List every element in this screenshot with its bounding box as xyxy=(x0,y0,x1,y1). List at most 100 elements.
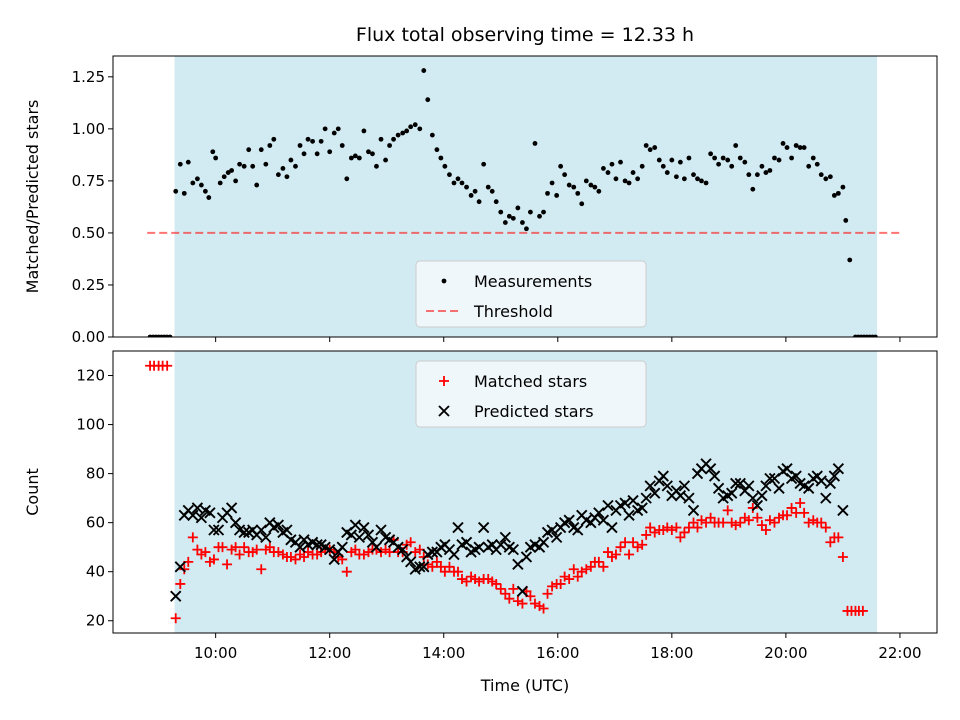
measurement-point xyxy=(695,176,700,182)
y-tick-label: 0.75 xyxy=(72,172,105,190)
predicted-point xyxy=(520,551,533,563)
measurement-point xyxy=(250,163,256,169)
measurement-point xyxy=(605,170,611,175)
measurement-point xyxy=(763,170,769,175)
predicted-point xyxy=(546,524,558,536)
predicted-point xyxy=(328,553,340,566)
measurement-point xyxy=(797,145,803,150)
predicted-point xyxy=(704,463,717,475)
measurement-point xyxy=(438,155,444,161)
predicted-point xyxy=(623,509,635,521)
predicted-point xyxy=(272,519,285,531)
predicted-point xyxy=(229,516,242,529)
predicted-point xyxy=(687,504,700,517)
predicted-point xyxy=(726,487,738,499)
measurement-point xyxy=(729,163,735,169)
measurement-point xyxy=(417,126,423,132)
measurement-point xyxy=(297,143,303,148)
measurement-point xyxy=(575,190,581,196)
predicted-point xyxy=(657,470,669,482)
measurement-point xyxy=(571,184,577,190)
predicted-point xyxy=(661,480,673,492)
measurement-point xyxy=(776,157,782,163)
predicted-point xyxy=(238,526,250,539)
measurement-point xyxy=(528,209,533,215)
matched-point xyxy=(239,542,250,553)
measurement-point xyxy=(246,147,252,153)
measurement-point xyxy=(801,145,807,150)
predicted-point xyxy=(212,524,225,536)
measurement-point xyxy=(310,138,315,144)
measurement-point xyxy=(421,68,427,73)
matched-point xyxy=(722,505,733,516)
matched-point xyxy=(517,598,528,609)
matched-point xyxy=(256,564,267,575)
measurement-point xyxy=(754,172,760,178)
measurement-point xyxy=(806,163,812,169)
y-tick-label: 120 xyxy=(76,367,105,385)
measurement-point xyxy=(545,190,550,196)
measurement-point xyxy=(331,130,337,136)
matched-point xyxy=(170,613,181,624)
series-predicted-stars xyxy=(170,458,849,602)
measurement-point xyxy=(447,172,452,178)
x-tick-label: 16:00 xyxy=(536,644,579,662)
predicted-point xyxy=(790,470,802,482)
predicted-point xyxy=(418,561,430,573)
measurement-point xyxy=(374,163,379,169)
measurement-point xyxy=(691,172,696,178)
predicted-point xyxy=(324,543,336,556)
measurement-point xyxy=(810,155,816,161)
matched-point xyxy=(461,576,472,587)
measurement-point xyxy=(190,180,196,186)
measurement-point xyxy=(609,161,615,167)
predicted-point xyxy=(370,541,383,553)
measurement-point xyxy=(789,155,794,161)
matched-point xyxy=(837,551,848,562)
measurement-point xyxy=(592,184,598,190)
matched-point xyxy=(799,507,810,518)
measurement-point xyxy=(455,176,461,182)
measurement-point xyxy=(181,190,187,196)
predicted-point xyxy=(824,477,837,490)
legend-label: Measurements xyxy=(474,272,592,291)
measurement-point xyxy=(194,176,200,182)
predicted-point xyxy=(477,521,490,534)
predicted-point xyxy=(815,475,827,487)
measurement-point xyxy=(643,143,649,148)
measurement-point xyxy=(493,199,499,205)
measurement-point xyxy=(451,180,457,186)
measurement-point xyxy=(305,136,311,142)
measurement-point xyxy=(221,174,227,180)
measurement-point xyxy=(322,126,328,132)
predicted-point xyxy=(170,590,182,602)
matched-point xyxy=(786,502,797,513)
predicted-point xyxy=(563,514,575,526)
predicted-point xyxy=(683,492,695,504)
matched-point xyxy=(234,549,245,560)
matched-point xyxy=(555,578,566,589)
measurement-point xyxy=(489,188,495,194)
measurement-point xyxy=(404,128,410,134)
predicted-point xyxy=(640,492,652,504)
matched-point xyxy=(610,549,621,560)
measurement-point xyxy=(613,176,619,182)
predicted-point xyxy=(837,504,849,517)
matched-point xyxy=(179,564,190,575)
measurement-point xyxy=(793,143,799,148)
measurement-point xyxy=(335,126,341,132)
matched-point xyxy=(692,522,703,533)
measurement-point xyxy=(177,161,183,167)
matched-point xyxy=(679,527,690,538)
predicted-point xyxy=(281,524,293,536)
measurement-point xyxy=(185,159,191,165)
matched-point xyxy=(645,522,656,533)
x-tick-label: 14:00 xyxy=(422,644,465,662)
matched-point xyxy=(795,498,806,509)
legend-label: Matched stars xyxy=(474,372,587,391)
measurement-point xyxy=(237,161,242,167)
predicted-point xyxy=(473,541,485,553)
predicted-point xyxy=(712,482,725,494)
measurement-point xyxy=(327,149,333,155)
measurement-point xyxy=(630,170,636,175)
